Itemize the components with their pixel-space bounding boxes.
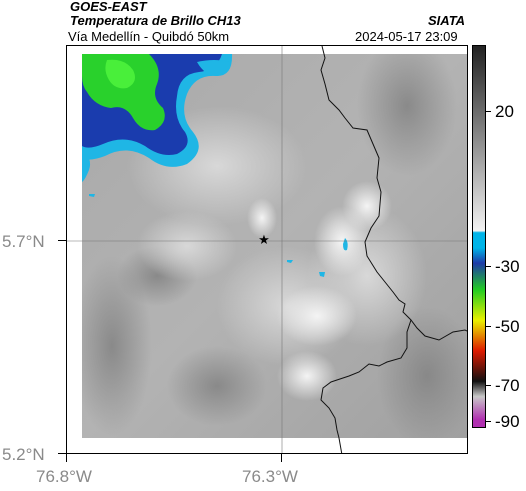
source-label: SIATA bbox=[428, 13, 466, 28]
lat-label-bottom: 5.2°N bbox=[2, 445, 45, 464]
colorbar-label-minus50: -50 bbox=[495, 317, 520, 336]
brightness-temperature-map: ★ bbox=[67, 46, 467, 453]
lon-label-left: 76.8°W bbox=[36, 467, 92, 486]
lon-tick bbox=[66, 454, 67, 462]
star-icon: ★ bbox=[258, 233, 270, 248]
colorbar-label-minus90: -90 bbox=[495, 412, 520, 431]
map-panel: ★ bbox=[66, 45, 468, 454]
datetime-label: 2024-05-17 23:09 bbox=[355, 29, 458, 44]
border-line bbox=[320, 46, 467, 341]
product-title: Temperatura de Brillo CH13 bbox=[70, 13, 241, 28]
colorbar-tick bbox=[486, 385, 491, 386]
border-line bbox=[320, 319, 412, 453]
lat-label-top: 5.7°N bbox=[2, 232, 45, 251]
colorbar-tick bbox=[486, 266, 491, 267]
colorbar-tick bbox=[486, 421, 491, 422]
colorbar-label-20: 20 bbox=[495, 102, 514, 121]
route-label: Vía Medellín - Quibdó 50km bbox=[68, 29, 230, 44]
colorbar-tick bbox=[486, 326, 491, 327]
lat-tick bbox=[58, 453, 66, 454]
colorbar-tick bbox=[486, 111, 491, 112]
lon-tick bbox=[281, 454, 282, 462]
lat-tick bbox=[58, 240, 66, 241]
colorbar-label-minus30: -30 bbox=[495, 257, 520, 276]
satellite-name: GOES-EAST bbox=[70, 0, 147, 14]
colorbar-label-minus70: -70 bbox=[495, 376, 520, 395]
lon-label-right: 76.3°W bbox=[242, 467, 298, 486]
temperature-colorbar bbox=[472, 45, 486, 428]
